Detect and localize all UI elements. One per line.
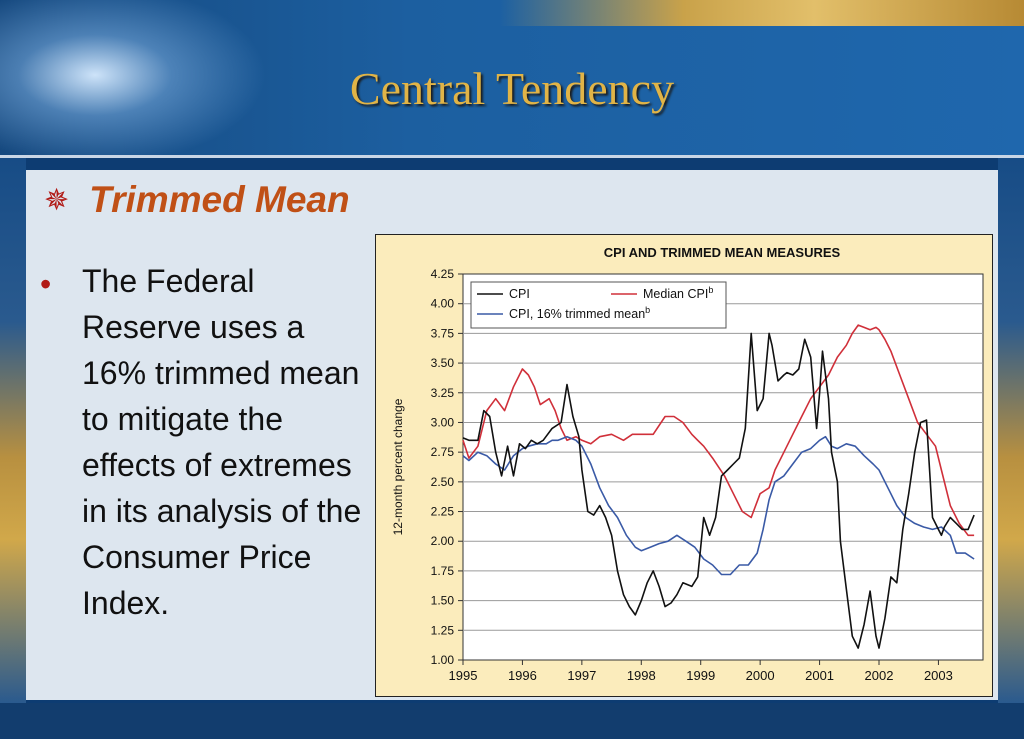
x-tick-label: 1997 [567, 668, 596, 683]
x-tick-label: 1995 [449, 668, 478, 683]
slide-title: Central Tendency [349, 63, 675, 114]
tick-layer: 1.00 1.25 1.50 1.75 2.00 2.25 2.50 2.75 3.00 3.25… [431, 267, 953, 683]
y-tick-label: 4.25 [431, 267, 455, 281]
plot-area [462, 273, 984, 661]
y-tick-label: 3.75 [431, 326, 455, 340]
x-tick-label: 1999 [686, 668, 715, 683]
y-tick-label: 1.50 [431, 594, 455, 608]
series-line-cpi-16-trimmed-mean [462, 435, 975, 576]
star-bullet-icon: ✵ [44, 183, 70, 217]
legend-superscript: b [708, 285, 713, 295]
y-tick-label: 3.50 [431, 356, 455, 370]
slide-subtitle: Trimmed Mean [89, 179, 350, 220]
y-tick-label: 3.25 [431, 386, 455, 400]
legend-label: CPI, 16% trimmed meanb [509, 305, 650, 321]
y-axis-label: 12-month percent change [391, 398, 405, 535]
header-divider [0, 155, 1024, 158]
y-tick-label: 2.25 [431, 505, 455, 519]
cpi-chart: CPI AND TRIMMED MEAN MEASURES 12-month p… [391, 245, 984, 683]
chart-container: CPI AND TRIMMED MEAN MEASURES 12-month p… [375, 234, 993, 697]
y-tick-label: 4.00 [431, 297, 455, 311]
y-tick-label: 2.00 [431, 534, 455, 548]
left-border [0, 158, 26, 703]
y-tick-label: 2.50 [431, 475, 455, 489]
series-layer [462, 324, 975, 649]
x-tick-label: 1998 [627, 668, 656, 683]
legend-box [470, 281, 727, 329]
bullet-text: The Federal Reserve uses a 16% trimmed m… [82, 263, 362, 621]
right-border [998, 158, 1024, 703]
series-line-cpi [462, 332, 975, 649]
series-line-median-cpi [462, 324, 975, 537]
y-tick-label: 3.00 [431, 415, 455, 429]
y-tick-label: 1.25 [431, 623, 455, 637]
x-tick-label: 2000 [746, 668, 775, 683]
y-tick-label: 2.75 [431, 445, 455, 459]
x-tick-label: 2001 [805, 668, 834, 683]
x-tick-label: 2002 [865, 668, 894, 683]
bullet-dot-icon: • [40, 266, 52, 302]
x-tick-label: 1996 [508, 668, 537, 683]
bullet-item: • The Federal Reserve uses a 16% trimmed… [40, 258, 370, 626]
legend-label: Median CPIb [643, 285, 713, 301]
legend: CPI Median CPIb CPI, 16% trimmed meanb [470, 281, 727, 329]
bottom-bar [0, 703, 1024, 739]
x-tick-label: 2003 [924, 668, 953, 683]
subtitle-row: ✵ Trimmed Mean [44, 178, 350, 222]
y-tick-label: 1.75 [431, 564, 455, 578]
legend-label: CPI [509, 287, 530, 301]
legend-superscript: b [645, 305, 650, 315]
chart-title: CPI AND TRIMMED MEAN MEASURES [604, 245, 841, 260]
header-accent-bar [500, 0, 1024, 26]
y-tick-label: 1.00 [431, 653, 455, 667]
